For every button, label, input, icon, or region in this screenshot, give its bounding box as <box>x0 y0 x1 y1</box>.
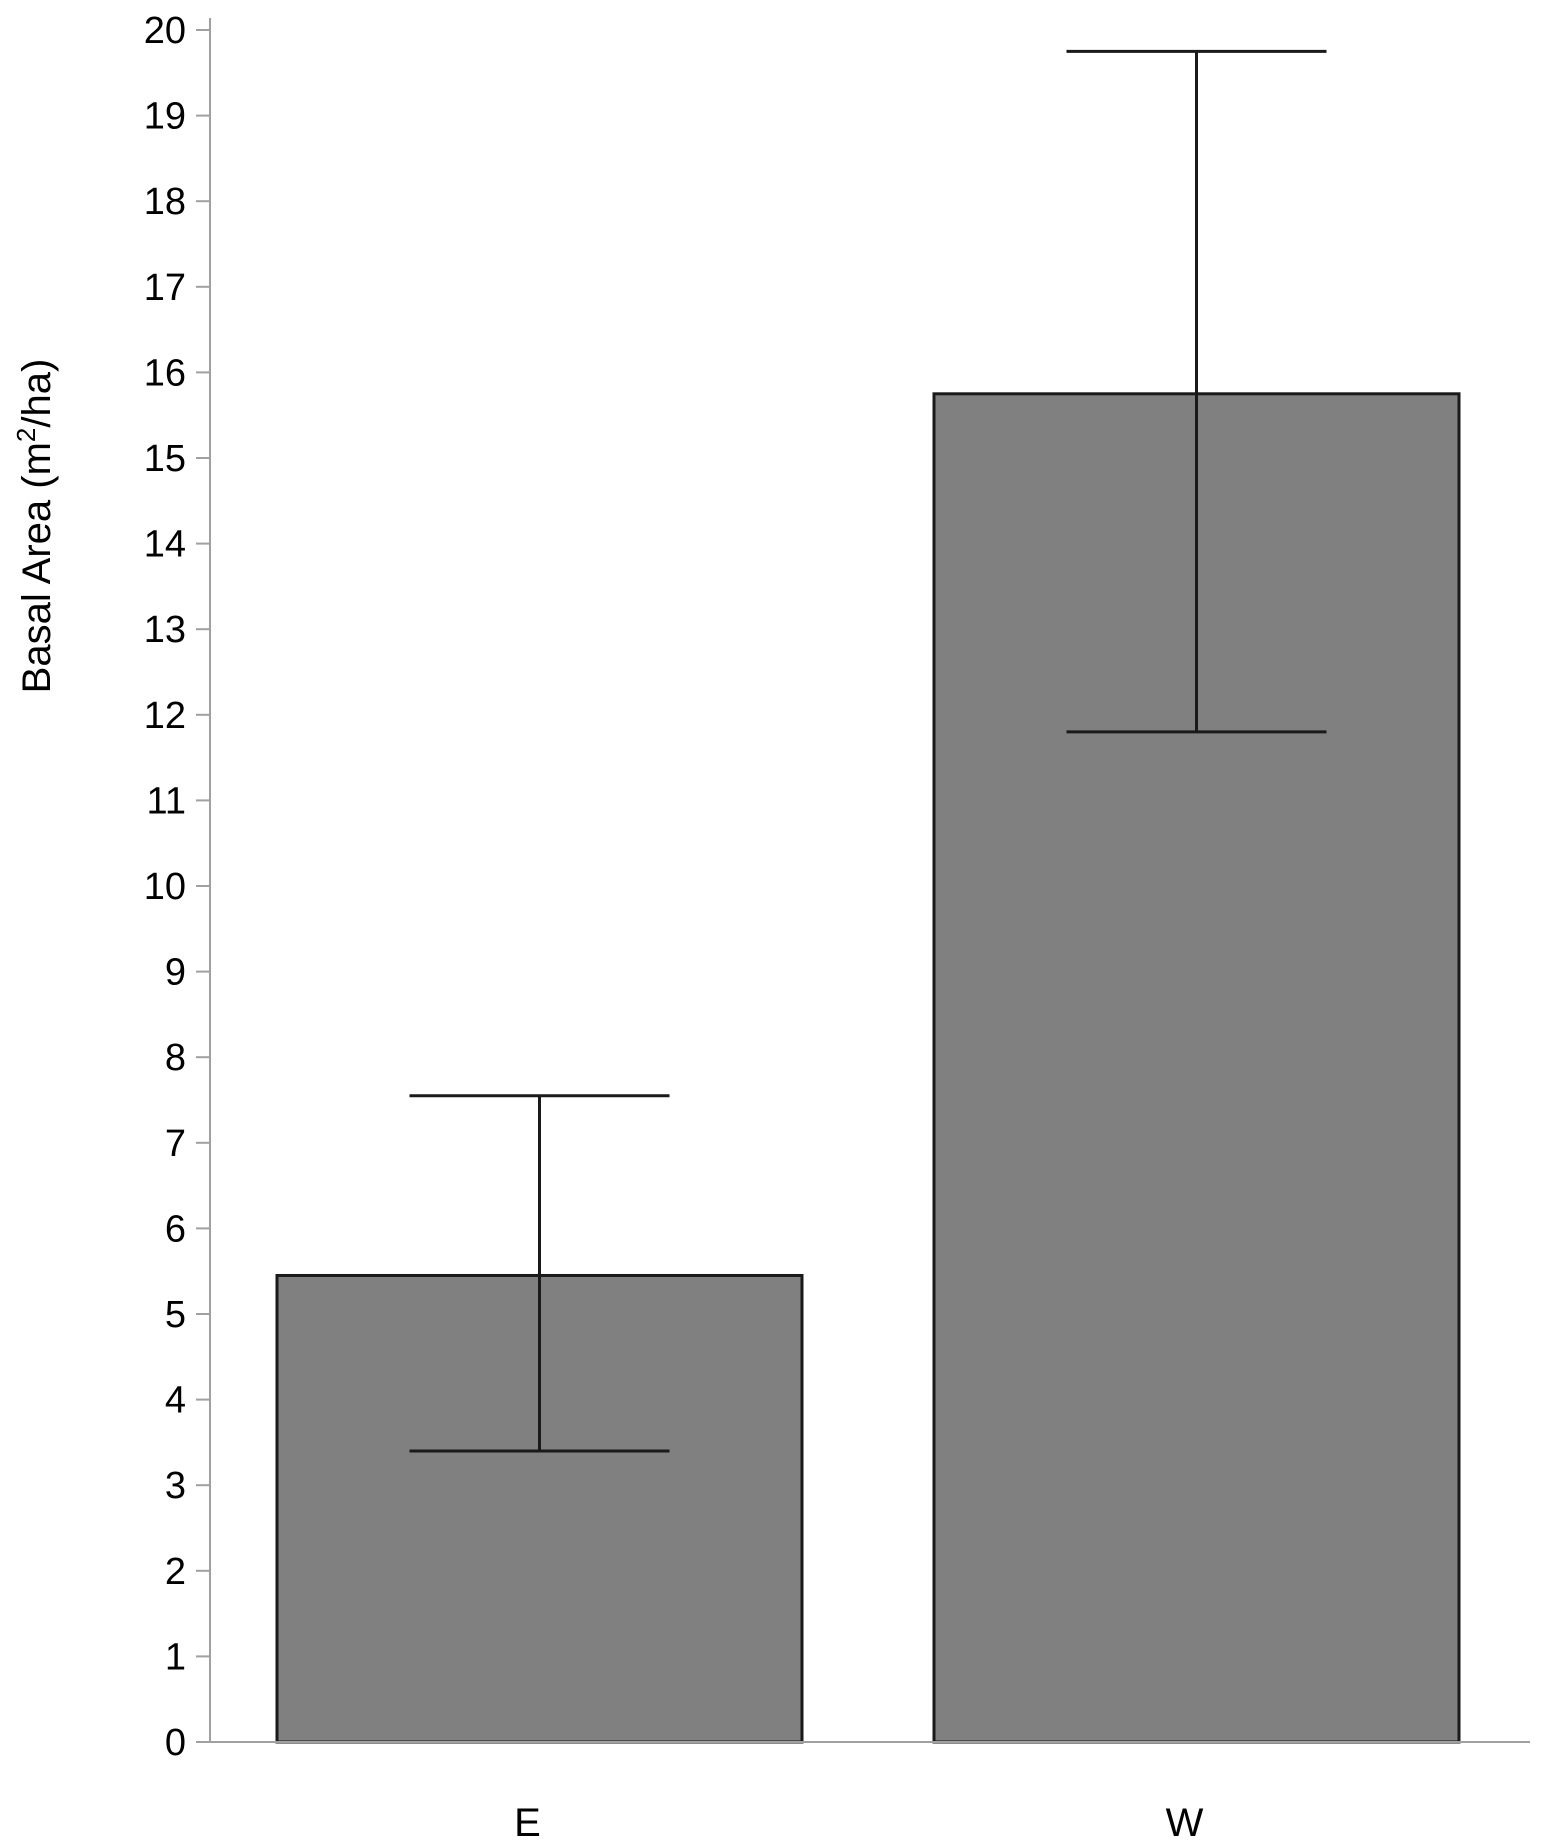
y-tick-label: 9 <box>165 952 186 994</box>
y-tick-label: 7 <box>165 1123 186 1165</box>
y-tick-label: 17 <box>144 267 186 309</box>
y-axis-title-unit: /ha) <box>15 359 59 428</box>
y-tick-label: 12 <box>144 695 186 737</box>
y-tick-label: 15 <box>144 438 186 480</box>
y-tick-label: 10 <box>144 866 186 908</box>
y-tick-label: 18 <box>144 181 186 223</box>
error-bars <box>409 49 1327 1453</box>
y-tick-label: 8 <box>165 1037 186 1079</box>
y-tick-label: 20 <box>144 10 186 52</box>
x-category-label: E <box>514 1801 541 1844</box>
bars <box>275 392 1461 1744</box>
y-tick-label: 5 <box>165 1294 186 1336</box>
y-axis-title: Basal Area (m2/ha) <box>11 359 59 694</box>
y-tick-label: 13 <box>144 609 186 651</box>
y-tick-label: 19 <box>144 96 186 138</box>
y-tick-label: 2 <box>165 1551 186 1593</box>
y-tick-label: 6 <box>165 1208 186 1250</box>
y-tick-label: 14 <box>144 524 186 566</box>
y-tick-label: 3 <box>165 1465 186 1507</box>
y-axis-title-main: Basal Area (m <box>15 442 59 693</box>
x-category-label: W <box>1166 1801 1204 1844</box>
y-tick-label: 0 <box>165 1722 186 1764</box>
y-tick-label: 1 <box>165 1636 186 1678</box>
y-tick-label: 4 <box>165 1380 186 1422</box>
y-tick-label: 16 <box>144 352 186 394</box>
y-tick-label: 11 <box>147 780 186 822</box>
y-axis-title-sup: 2 <box>11 428 41 442</box>
